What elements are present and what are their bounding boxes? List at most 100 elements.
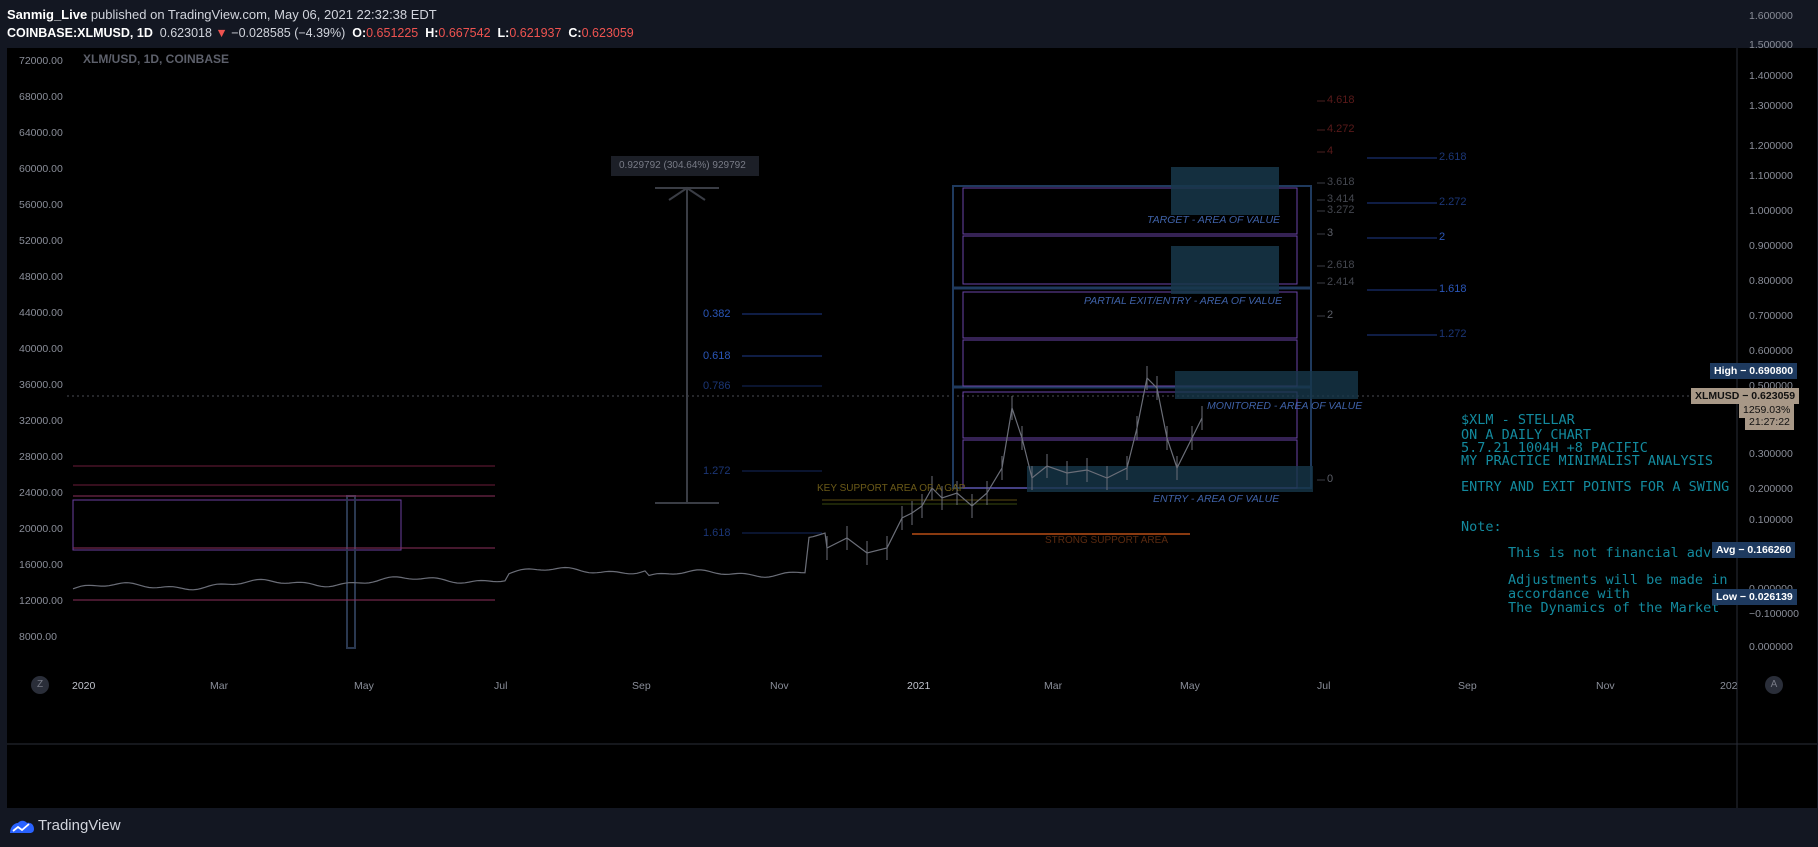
partial-zone-label: PARTIAL EXIT/ENTRY - AREA OF VALUE	[1084, 295, 1283, 307]
left-axis-tick: 16000.00	[19, 559, 63, 571]
time-axis-tick: 2021	[907, 680, 931, 692]
low-value: 0.621937	[509, 26, 562, 40]
right-axis-tick: 0.300000	[1749, 448, 1793, 460]
time-axis-tick: 202	[1720, 680, 1738, 692]
fib-left-level: 0.786	[703, 380, 731, 392]
right-axis-tick: 1.500000	[1749, 39, 1793, 51]
chart-title: XLM/USD, 1D, COINBASE	[83, 52, 230, 66]
note-line-8: Adjustments will be made in	[1508, 572, 1728, 588]
right-axis-tick: 0.000000	[1749, 641, 1793, 653]
fib-mid-level: 3	[1327, 227, 1334, 239]
note-line-3: 5.7.21 1004H +8 PACIFIC	[1461, 440, 1648, 456]
fib-mid-level: 4.618	[1327, 94, 1355, 106]
auto-scale-button[interactable]: A	[1765, 676, 1783, 694]
left-axis-tick: 72000.00	[19, 55, 63, 67]
left-axis-tick: 12000.00	[19, 595, 63, 607]
close-value: 0.623059	[581, 26, 634, 40]
time-axis-tick: May	[354, 680, 374, 692]
ohlc-line: COINBASE:XLMUSD, 1D 0.623018 ▼ −0.028585…	[7, 26, 634, 40]
time-axis-tick: Sep	[632, 680, 651, 692]
close-label: C:	[568, 26, 582, 40]
note-line-1: $XLM - STELLAR	[1461, 412, 1575, 428]
time-axis-tick: May	[1180, 680, 1200, 692]
right-axis-tick: 1.000000	[1749, 205, 1793, 217]
right-axis-tick: 0.100000	[1749, 514, 1793, 526]
right-axis-tick: −0.100000	[1749, 608, 1799, 620]
fib-right-level: 2	[1439, 231, 1446, 243]
time-axis-tick: Jul	[1317, 680, 1331, 692]
right-axis-tick: 1.400000	[1749, 70, 1793, 82]
tradingview-logo-icon[interactable]	[8, 819, 36, 835]
key-support-label: KEY SUPPORT AREA OF A GAP	[817, 483, 966, 494]
avg-badge: Avg − 0.166260	[1712, 542, 1796, 558]
fib-mid-level: 0	[1327, 473, 1334, 485]
publisher-name[interactable]: Sanmig_Live	[7, 7, 88, 22]
published-text: published on TradingView.com, May 06, 20…	[90, 7, 437, 22]
left-axis-tick: 8000.00	[19, 631, 57, 643]
left-axis-tick: 20000.00	[19, 523, 63, 535]
fib-mid-level: 4.272	[1327, 123, 1355, 135]
left-axis-tick: 64000.00	[19, 127, 63, 139]
high-label: H:	[425, 26, 439, 40]
publish-header: Sanmig_Live published on TradingView.com…	[0, 0, 1818, 48]
left-axis-tick: 32000.00	[19, 415, 63, 427]
fib-right-level: 1.618	[1439, 283, 1467, 295]
chart-pane[interactable]: XLM/USD, 1D, COINBASE 72000.00 68000.00 64…	[7, 10, 1817, 808]
fib-left-level: 0.618	[703, 350, 731, 362]
fib-mid-level: 4	[1327, 145, 1334, 157]
measure-label: 0.929792 (304.64%) 929792	[619, 160, 746, 171]
symbol-price-badge: XLMUSD − 0.623059	[1691, 388, 1800, 404]
note-line-10: The Dynamics of the Market	[1508, 600, 1720, 616]
low-badge: Low − 0.026139	[1712, 589, 1797, 605]
right-axis-tick: 0.200000	[1749, 483, 1793, 495]
time-axis-tick: Nov	[1596, 680, 1615, 692]
fib-mid-level: 3.272	[1327, 204, 1355, 216]
left-axis-tick: 68000.00	[19, 91, 63, 103]
target-zone-label: TARGET - AREA OF VALUE	[1147, 214, 1281, 226]
fib-mid-level: 2.414	[1327, 276, 1355, 288]
left-axis-tick: 36000.00	[19, 379, 63, 391]
left-axis-tick: 52000.00	[19, 235, 63, 247]
time-axis-tick: 2020	[72, 680, 96, 692]
last-price: 0.623018	[159, 26, 212, 40]
note-line-6: Note:	[1461, 519, 1502, 535]
right-axis-tick: 0.700000	[1749, 310, 1793, 322]
fib-left-level: 1.618	[703, 527, 731, 539]
note-line-4: MY PRACTICE MINIMALIST ANALYSIS	[1461, 453, 1713, 469]
right-axis-tick: 0.900000	[1749, 240, 1793, 252]
fib-mid-level: 3.618	[1327, 176, 1355, 188]
fib-mid-level: 3.414	[1327, 193, 1355, 205]
right-axis-tick: 0.600000	[1749, 345, 1793, 357]
time-axis-tick: Mar	[1044, 680, 1063, 692]
time-axis-tick: Sep	[1458, 680, 1477, 692]
left-axis-tick: 44000.00	[19, 307, 63, 319]
left-axis-tick: 60000.00	[19, 163, 63, 175]
left-axis-tick: 24000.00	[19, 487, 63, 499]
low-label: L:	[497, 26, 510, 40]
note-line-9: accordance with	[1508, 586, 1630, 602]
fib-mid-level: 2.618	[1327, 259, 1355, 271]
fib-right-level: 2.272	[1439, 196, 1467, 208]
time-axis-tick: Jul	[494, 680, 508, 692]
note-line-5: ENTRY AND EXIT POINTS FOR A SWING	[1461, 479, 1730, 495]
chart-drawing[interactable]	[7, 48, 1817, 808]
countdown-badge: 21:27:22	[1745, 414, 1794, 430]
fib-left-level: 0.382	[703, 308, 731, 320]
entry-zone-label: ENTRY - AREA OF VALUE	[1153, 493, 1280, 505]
left-axis-tick: 28000.00	[19, 451, 63, 463]
zoom-button[interactable]: Z	[31, 676, 49, 694]
fib-left-level: 1.272	[703, 465, 731, 477]
note-line-7: This is not financial advice.	[1508, 545, 1744, 561]
symbol-label: COINBASE:XLMUSD, 1D	[7, 26, 153, 40]
open-label: O:	[352, 26, 367, 40]
strong-support-label: STRONG SUPPORT AREA	[1045, 535, 1168, 546]
monitored-zone-label: MONITORED - AREA OF VALUE	[1207, 400, 1363, 412]
publish-line: Sanmig_Live published on TradingView.com…	[7, 7, 437, 22]
down-arrow-icon: ▼	[215, 26, 228, 40]
footer: TradingView	[0, 808, 1818, 847]
right-axis-tick: 1.200000	[1749, 140, 1793, 152]
brand-name[interactable]: TradingView	[38, 817, 121, 834]
open-value: 0.651225	[366, 26, 419, 40]
right-axis-tick: 0.800000	[1749, 275, 1793, 287]
left-axis-tick: 48000.00	[19, 271, 63, 283]
